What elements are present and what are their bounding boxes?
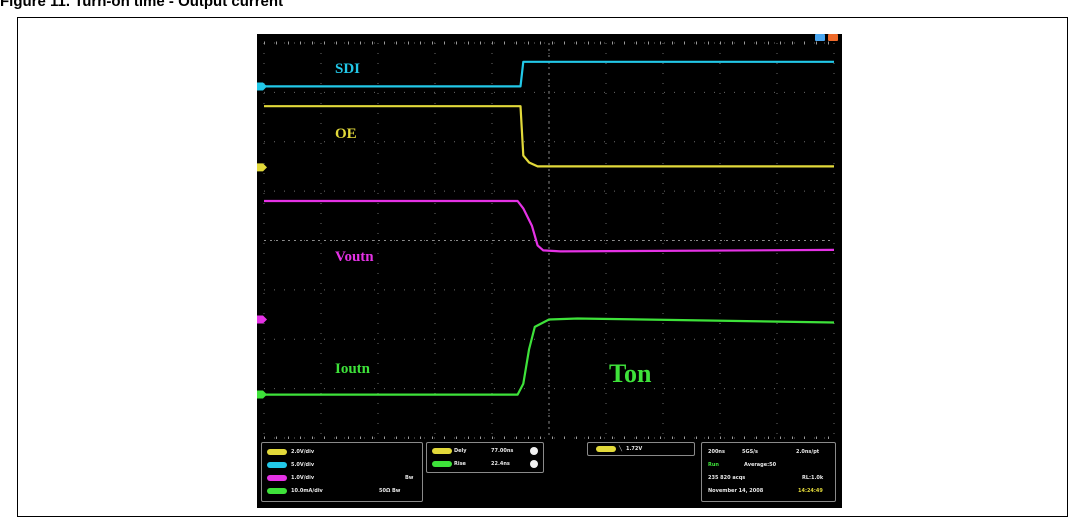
trigger-panel[interactable]: ╲ 1.72V bbox=[587, 442, 695, 456]
channel-2-badge[interactable] bbox=[267, 462, 287, 468]
page-title: Figure 11. Turn-on time - Output current bbox=[0, 0, 284, 9]
trace-oe bbox=[264, 105, 834, 168]
trace-label-sdi: SDI bbox=[335, 61, 361, 77]
timebase: 200ns bbox=[708, 449, 725, 455]
measurement-1-name: Dely bbox=[454, 448, 467, 454]
trace-voutn bbox=[264, 199, 835, 253]
trigger-slope-icon: ╲ bbox=[619, 446, 623, 452]
oscilloscope-display: SDI OE Voutn Ioutn Ton 2.0V/div 5.0V/div… bbox=[257, 34, 842, 508]
acquisition-count: 235 820 acqs bbox=[708, 475, 746, 481]
measurement-1-indicator-icon bbox=[530, 447, 538, 455]
waveform-plot bbox=[257, 41, 835, 439]
ground-marker-ioutn bbox=[257, 390, 267, 399]
channel-4-scale: 10.0mA/div bbox=[291, 488, 323, 494]
acquisition-date: November 14, 2008 bbox=[708, 488, 764, 494]
ground-marker-sdi bbox=[257, 82, 267, 91]
trace-label-ioutn: Ioutn bbox=[335, 361, 371, 377]
ton-label: Ton bbox=[609, 359, 652, 388]
run-state: Run bbox=[708, 462, 719, 468]
acquisition-panel[interactable]: 200ns 5GS/s 2.0ns/pt Run Average:50 235 … bbox=[701, 442, 836, 502]
channel-3-bandwidth: Bw bbox=[405, 475, 414, 481]
channel-4-termination: 50Ω Bw bbox=[379, 488, 401, 494]
measurement-2-value: 22.4ns bbox=[491, 461, 510, 467]
channel-3-badge[interactable] bbox=[267, 475, 287, 481]
acquisition-mode: Average:50 bbox=[744, 462, 777, 468]
trace-label-oe: OE bbox=[335, 126, 357, 142]
channel-2-scale: 5.0V/div bbox=[291, 462, 315, 468]
trace-label-voutn: Voutn bbox=[335, 249, 374, 265]
measurement-panel[interactable]: Dely 77.00ns Rise 22.4ns bbox=[426, 442, 544, 473]
status-bar: 2.0V/div 5.0V/div 1.0V/div Bw 10.0mA/div… bbox=[257, 439, 842, 508]
ground-marker-oe bbox=[257, 163, 267, 172]
trigger-source-badge[interactable] bbox=[596, 446, 616, 452]
close-icon[interactable] bbox=[828, 34, 838, 41]
figure-frame bbox=[17, 17, 1068, 517]
measurement-2-badge[interactable] bbox=[432, 461, 452, 467]
sample-rate: 5GS/s bbox=[742, 449, 758, 455]
trace-ioutn bbox=[264, 317, 835, 396]
measurement-1-badge[interactable] bbox=[432, 448, 452, 454]
window-buttons bbox=[813, 34, 841, 42]
channel-1-badge[interactable] bbox=[267, 449, 287, 455]
trace-sdi bbox=[264, 60, 834, 88]
measurement-1-value: 77.00ns bbox=[491, 448, 514, 454]
acquisition-time: 14:24:49 bbox=[798, 488, 823, 494]
channel-3-scale: 1.0V/div bbox=[291, 475, 315, 481]
measurement-2-indicator-icon bbox=[530, 460, 538, 468]
ground-marker-voutn bbox=[257, 315, 267, 324]
minimize-icon[interactable] bbox=[815, 34, 825, 41]
record-length: RL:1.0k bbox=[802, 475, 824, 481]
channel-settings-panel[interactable]: 2.0V/div 5.0V/div 1.0V/div Bw 10.0mA/div… bbox=[261, 442, 423, 502]
trigger-level: 1.72V bbox=[626, 446, 643, 452]
measurement-2-name: Rise bbox=[454, 461, 466, 467]
record-resolution: 2.0ns/pt bbox=[796, 449, 820, 455]
channel-4-badge[interactable] bbox=[267, 488, 287, 494]
channel-1-scale: 2.0V/div bbox=[291, 449, 315, 455]
